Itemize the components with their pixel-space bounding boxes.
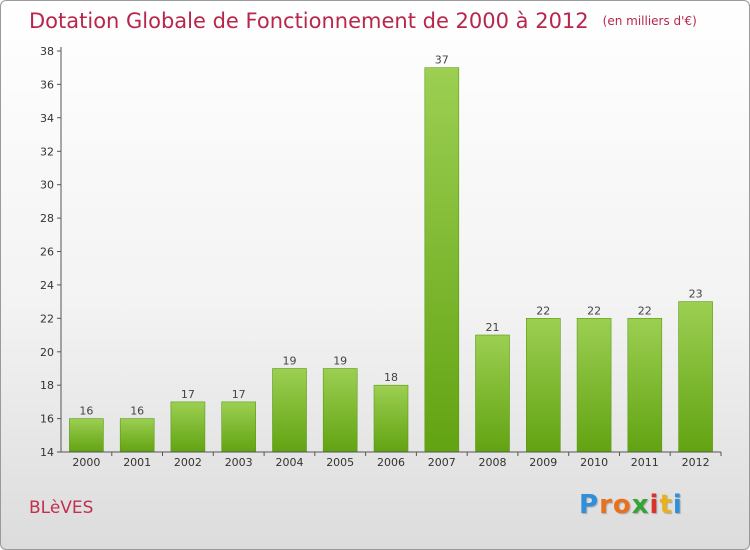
bar [424, 67, 460, 453]
logo-letter: i [649, 490, 660, 520]
x-tick-label: 2000 [72, 456, 100, 469]
bar [678, 301, 713, 453]
x-tick-label: 2007 [428, 456, 456, 469]
y-tick-label: 28 [40, 212, 54, 225]
chart-subtitle: (en milliers d'€) [602, 14, 697, 28]
bar-value-label: 19 [283, 355, 297, 368]
logo-letter: t [659, 490, 673, 520]
logo-letter: o [612, 490, 632, 520]
y-tick-label: 24 [40, 279, 54, 292]
bar [525, 317, 561, 453]
x-tick-label: 2002 [174, 456, 202, 469]
bar [69, 418, 104, 453]
bar-value-label: 16 [130, 405, 144, 418]
commune-name: BLèVES [29, 498, 94, 518]
logo-letter: x [631, 490, 650, 520]
y-tick-label: 30 [40, 179, 54, 192]
bars-group: 16 16 17 17 19 19 18 37 21 22 22 22 23 [69, 54, 713, 453]
logo-letter: r [599, 490, 613, 520]
bar-value-label: 22 [536, 304, 550, 317]
bar [221, 401, 256, 453]
x-tick-label: 2011 [631, 456, 659, 469]
bar [373, 384, 409, 453]
bar [272, 368, 307, 453]
y-tick-label: 20 [40, 346, 54, 359]
bar [170, 401, 206, 453]
bar-value-label: 18 [384, 371, 398, 384]
y-tick-label: 36 [40, 78, 54, 91]
bar-value-label: 22 [638, 304, 652, 317]
bar-value-label: 17 [232, 388, 246, 401]
x-tick-label: 2003 [225, 456, 253, 469]
x-tick-label: 2001 [123, 456, 151, 469]
bar-value-label: 37 [435, 54, 449, 67]
bar [119, 418, 155, 453]
y-tick-label: 26 [40, 246, 54, 259]
logo-letter: P [579, 490, 600, 520]
bar [576, 317, 612, 453]
chart-title-text: Dotation Globale de Fonctionnement de 20… [29, 9, 589, 33]
x-tick-label: 2010 [580, 456, 608, 469]
bar [627, 317, 663, 453]
bar-value-label: 17 [181, 388, 195, 401]
x-tick-label: 2006 [377, 456, 405, 469]
y-tick-label: 16 [40, 413, 54, 426]
bar-value-label: 16 [79, 405, 93, 418]
y-tick-label: 22 [40, 312, 54, 325]
x-tick-label: 2008 [479, 456, 507, 469]
bar [322, 368, 358, 453]
chart-title: Dotation Globale de Fonctionnement de 20… [29, 9, 697, 33]
y-tick-label: 18 [40, 379, 54, 392]
axes-group: 2000 2001 2002 2003 2004 2005 2006 2007 2008 2009… [40, 45, 722, 469]
x-tick-label: 2009 [529, 456, 557, 469]
bar [475, 334, 510, 453]
y-tick-label: 32 [40, 145, 54, 158]
bar-value-label: 22 [587, 304, 601, 317]
y-tick-label: 38 [40, 45, 54, 58]
x-tick-label: 2004 [276, 456, 304, 469]
bar-value-label: 23 [689, 288, 703, 301]
bar-value-label: 21 [486, 321, 500, 334]
proxiti-logo: Proxiti [579, 490, 683, 520]
x-tick-label: 2005 [326, 456, 354, 469]
y-tick-label: 34 [40, 112, 54, 125]
bar-value-label: 19 [333, 355, 347, 368]
y-tick-label: 14 [40, 446, 54, 459]
x-tick-label: 2012 [682, 456, 710, 469]
logo-letter: i [672, 490, 683, 520]
